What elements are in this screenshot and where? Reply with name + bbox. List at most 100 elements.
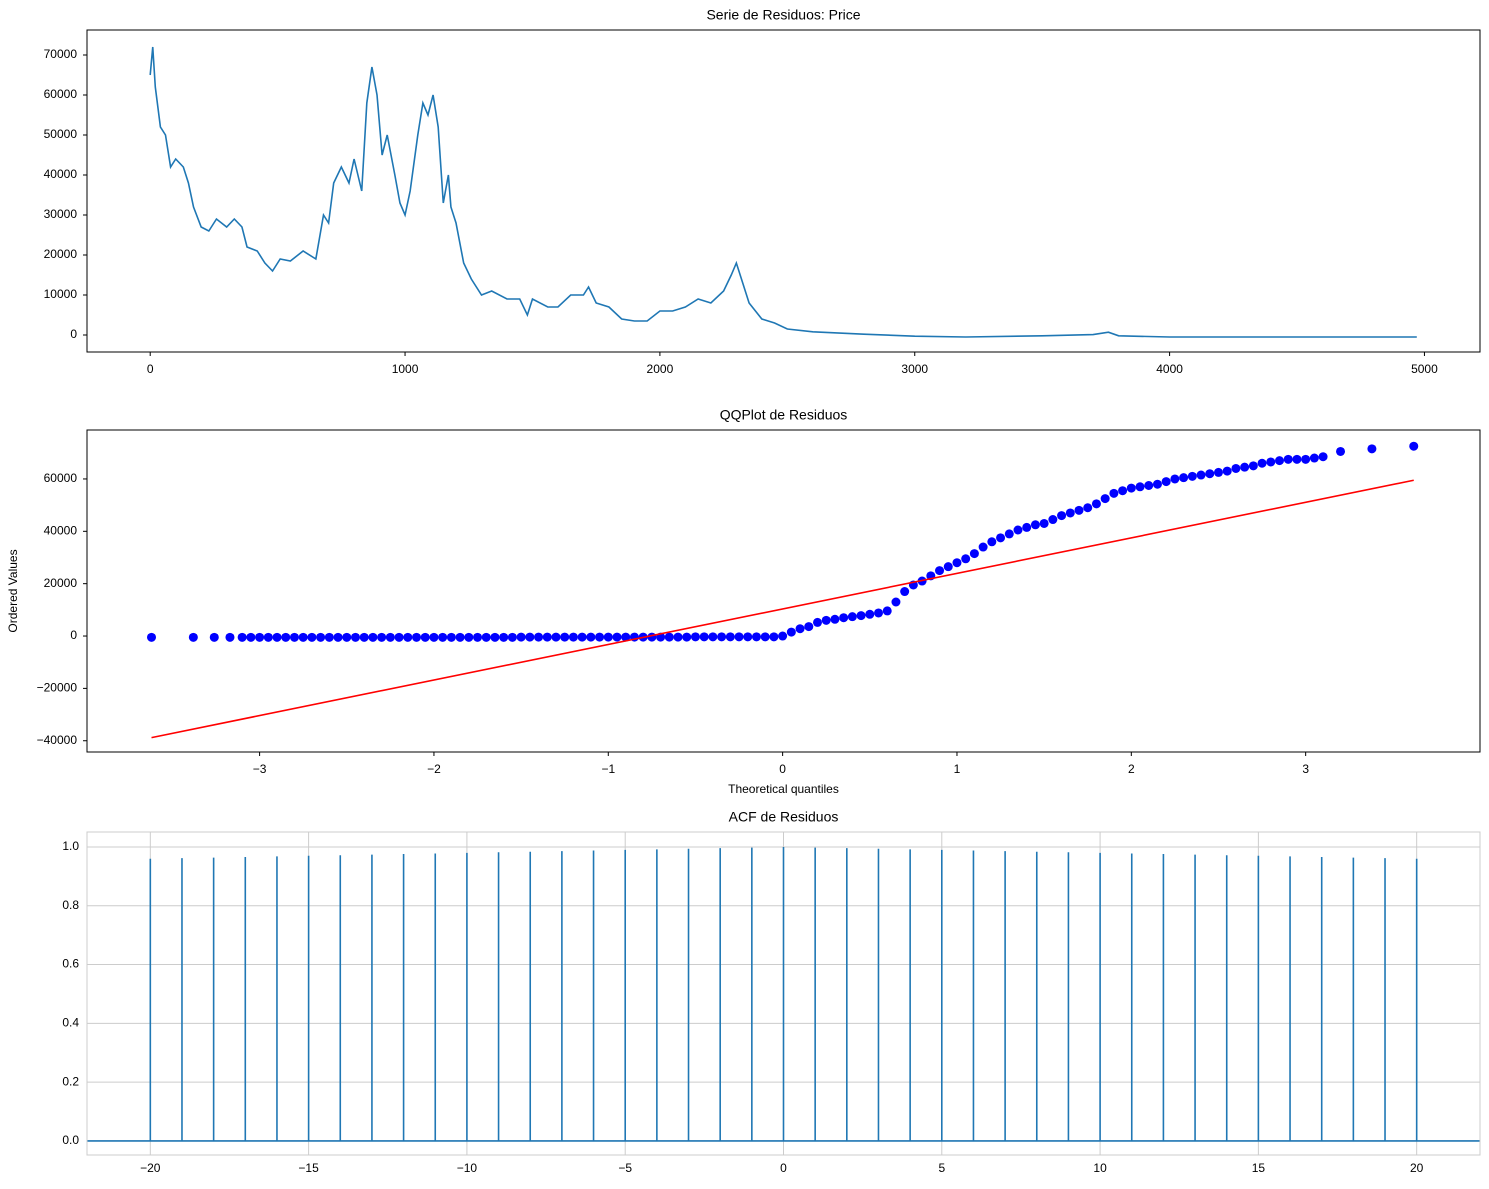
qq-point (342, 632, 352, 642)
x-tick-label: 3000 (901, 362, 928, 376)
qq-point (1213, 467, 1223, 477)
axes-frame (86, 831, 1481, 1156)
qq-point (1091, 499, 1101, 509)
qq-point (874, 608, 884, 618)
qq-point (534, 632, 544, 642)
qq-point (1074, 505, 1084, 515)
qq-point (377, 632, 387, 642)
qq-point (298, 632, 308, 642)
x-tick-label: 2000 (647, 362, 674, 376)
qq-point (1048, 515, 1058, 525)
y-tick-label: 60000 (44, 471, 78, 485)
qq-point (612, 632, 622, 642)
y-tick-label: −40000 (37, 733, 78, 747)
y-tick-label: 40000 (44, 167, 78, 181)
y-tick-label: 70000 (44, 47, 78, 61)
qq-point (978, 542, 988, 552)
qq-point (1292, 454, 1302, 464)
qq-point (307, 632, 317, 642)
qq-point (812, 617, 822, 627)
x-tick-label: 10 (1093, 1161, 1107, 1175)
qq-point (1336, 446, 1346, 456)
qq-point (900, 587, 910, 597)
qq-point (682, 632, 692, 642)
qq-point (209, 632, 219, 642)
qq-point (542, 632, 552, 642)
y-tick-label: 40000 (44, 523, 78, 537)
qq-point (1187, 471, 1197, 481)
qq-point (778, 631, 788, 641)
x-tick-label: 0 (147, 362, 154, 376)
y-axis-label: Ordered Values (6, 549, 20, 632)
y-tick-label: 0.4 (62, 1016, 79, 1030)
qq-point (987, 537, 997, 547)
qq-point (147, 632, 157, 642)
y-tick-label: 20000 (44, 247, 78, 261)
qq-point (1222, 466, 1232, 476)
qq-point (743, 632, 753, 642)
qq-point (647, 632, 657, 642)
qq-point (1409, 441, 1419, 451)
qq-point (1309, 453, 1319, 463)
qq-point (324, 632, 334, 642)
qq-point (1283, 454, 1293, 464)
price-line (149, 46, 1417, 338)
y-tick-label: 60000 (44, 87, 78, 101)
y-tick-label: 0 (70, 628, 77, 642)
y-tick-label: 50000 (44, 127, 78, 141)
qq-point (263, 632, 273, 642)
qq-point (368, 632, 378, 642)
qq-point (1179, 473, 1189, 483)
qq-point (865, 609, 875, 619)
x-tick-label: 2 (1128, 762, 1135, 776)
x-tick-label: 15 (1252, 1161, 1266, 1175)
qq-point (490, 632, 500, 642)
qq-point (429, 632, 439, 642)
axes-frame (86, 429, 1481, 753)
qq-point (246, 632, 256, 642)
qq-point (952, 558, 962, 568)
chart-title: Serie de Residuos: Price (706, 7, 860, 23)
y-tick-label: 20000 (44, 576, 78, 590)
qq-point (1275, 456, 1285, 466)
qq-point (577, 632, 587, 642)
x-tick-label: 20 (1410, 1161, 1424, 1175)
qq-point (394, 632, 404, 642)
qq-point (725, 632, 735, 642)
qq-point (1170, 474, 1180, 484)
qq-point (1161, 477, 1171, 487)
chart-title: ACF de Residuos (729, 809, 839, 825)
qq-point (446, 632, 456, 642)
qq-point (473, 632, 483, 642)
qq-point (795, 624, 805, 634)
y-tick-label: 0 (70, 327, 77, 341)
qq-point (1013, 525, 1023, 535)
qq-point (1109, 488, 1119, 498)
qq-point (621, 632, 631, 642)
x-tick-label: 1 (954, 762, 961, 776)
qq-point (237, 632, 247, 642)
qq-point (438, 632, 448, 642)
qq-point (1083, 503, 1093, 513)
x-axis-label: Theoretical quantiles (728, 782, 839, 796)
qq-point (225, 632, 235, 642)
qq-point (1135, 482, 1145, 492)
qq-point (403, 632, 413, 642)
qq-point (830, 614, 840, 624)
qq-point (586, 632, 596, 642)
qq-point (481, 632, 491, 642)
qq-point (1196, 470, 1206, 480)
qq-point (1004, 529, 1014, 539)
qq-point (847, 612, 857, 622)
qq-point (333, 632, 343, 642)
qq-point (568, 632, 578, 642)
qq-point (1205, 469, 1215, 479)
x-tick-label: −5 (618, 1161, 632, 1175)
qq-point (804, 622, 814, 632)
x-tick-label: −10 (457, 1161, 478, 1175)
qq-point (690, 632, 700, 642)
qq-point (708, 632, 718, 642)
qq-point (551, 632, 561, 642)
qq-point (839, 613, 849, 623)
